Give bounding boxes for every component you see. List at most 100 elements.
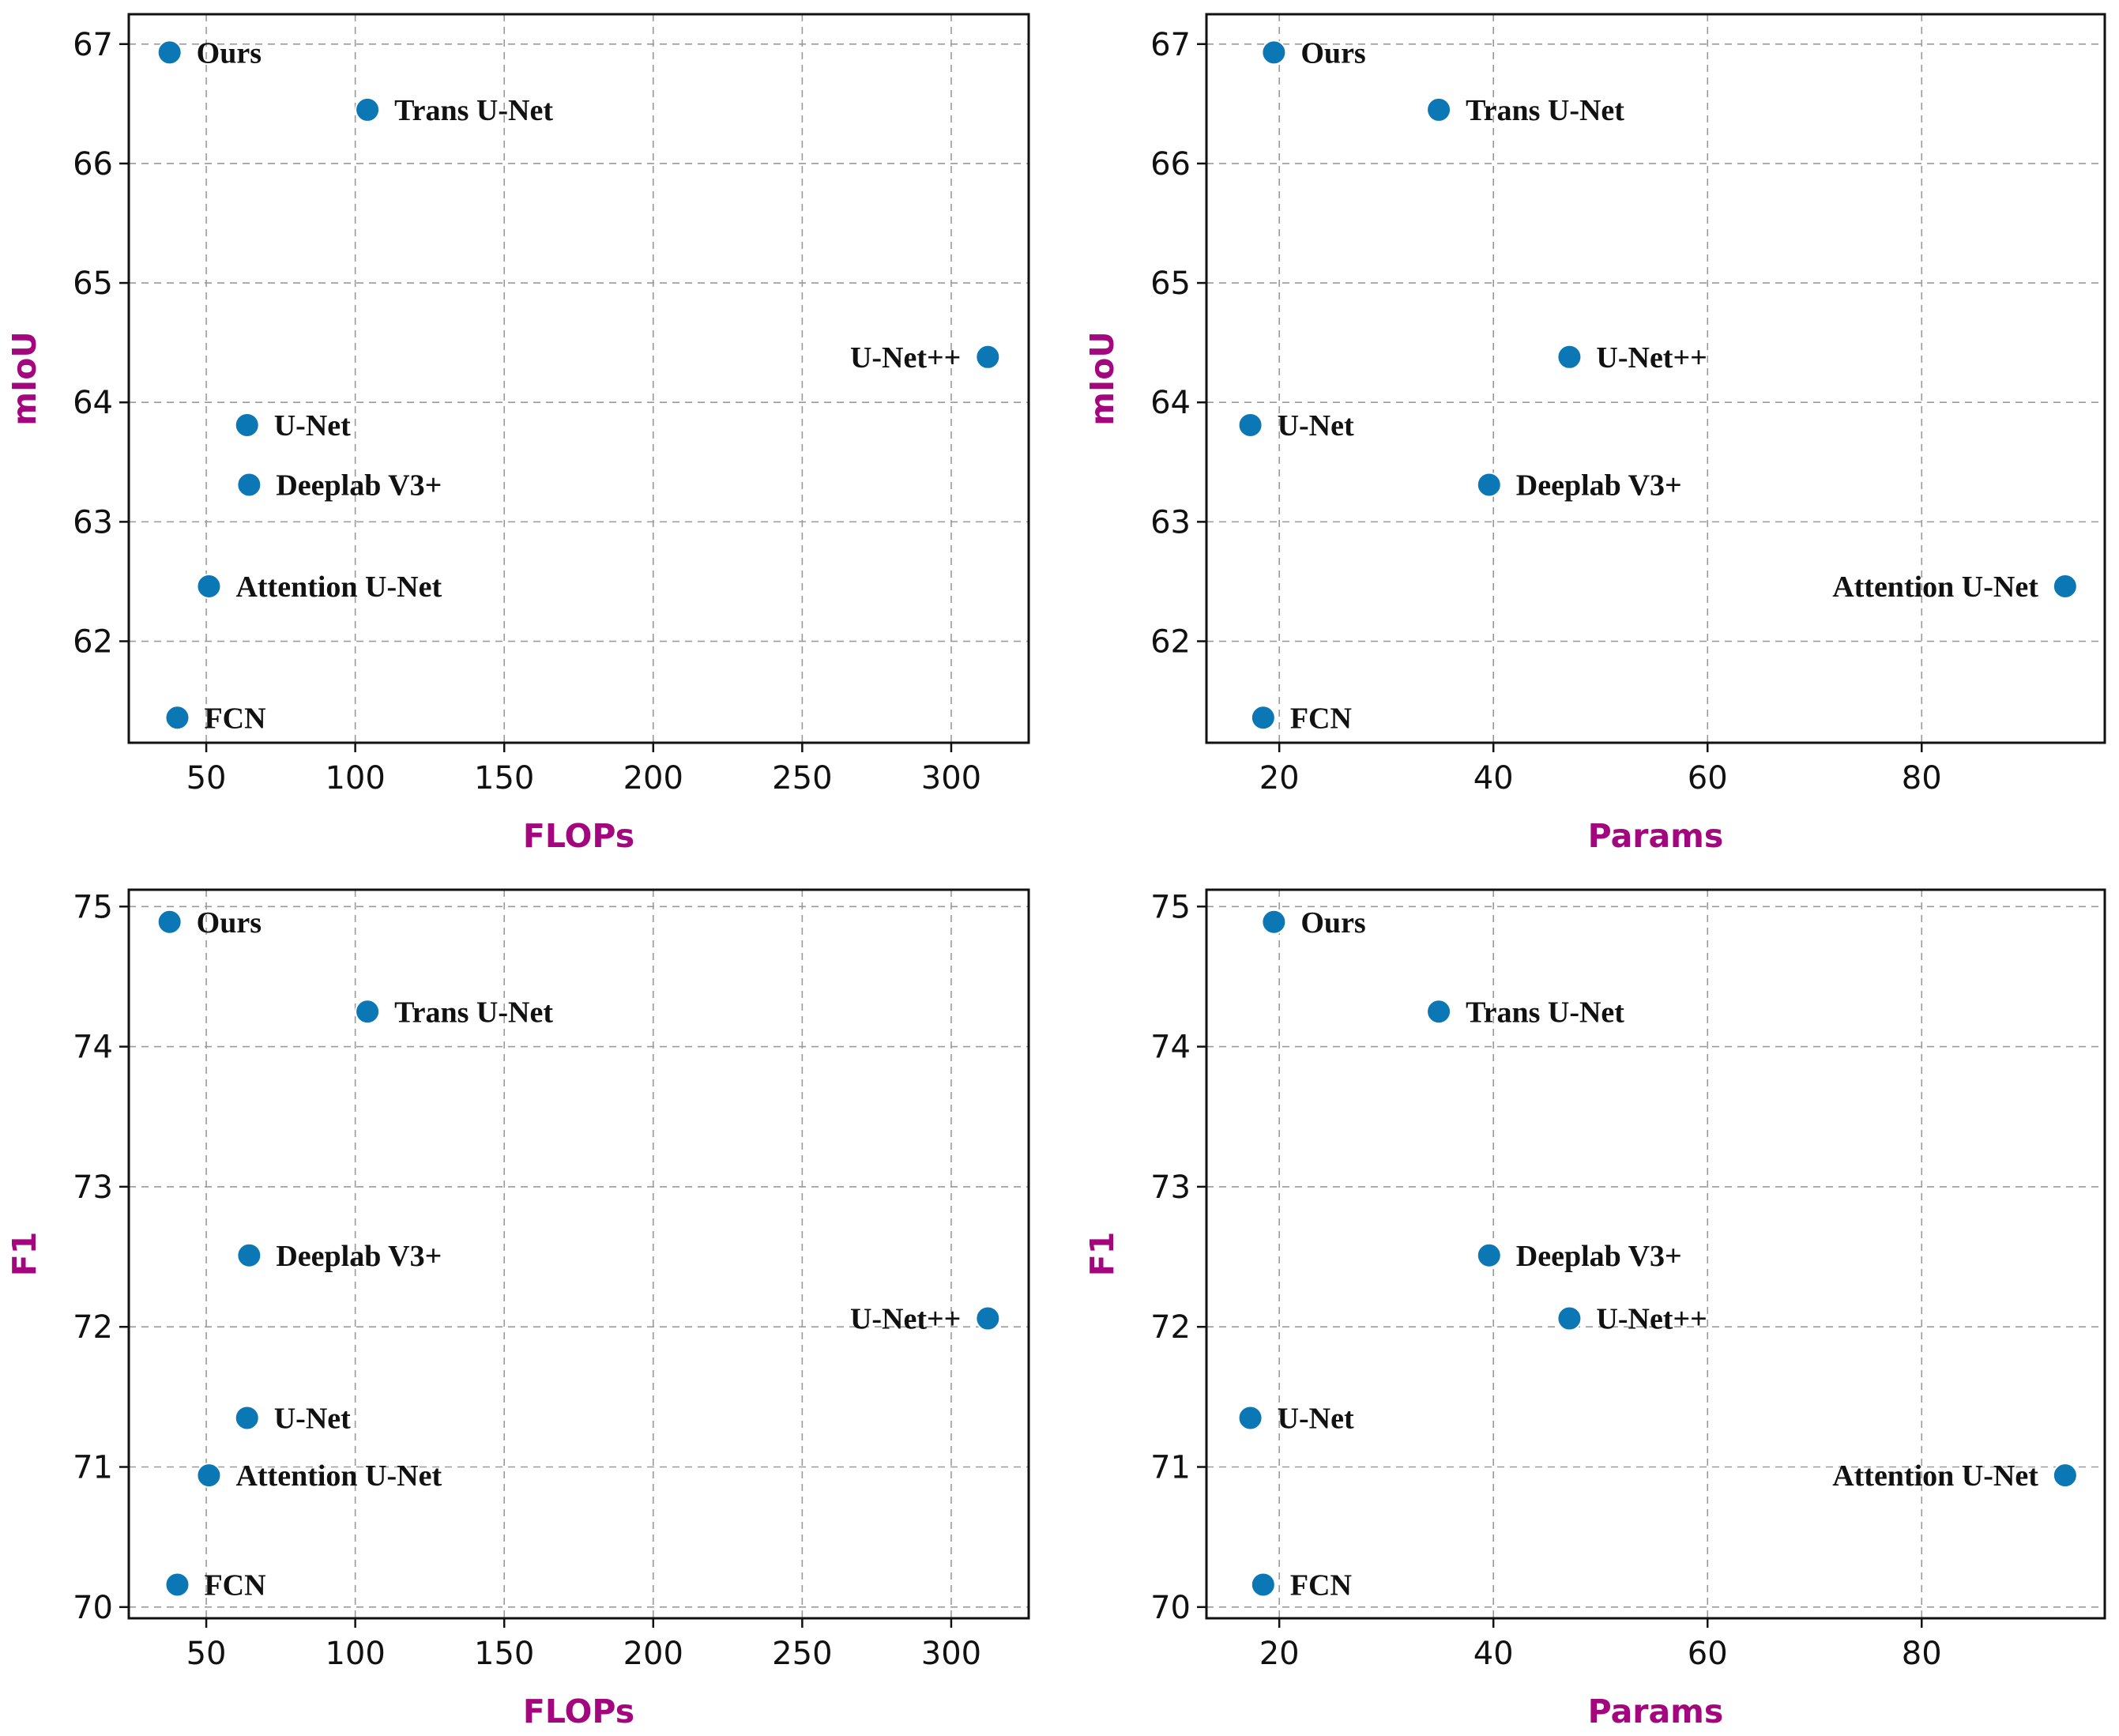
x-tick-label: 200	[623, 760, 683, 796]
y-tick-label: 75	[73, 889, 113, 925]
data-point	[2052, 573, 2078, 599]
data-point	[355, 96, 381, 122]
y-tick-label: 62	[73, 624, 113, 661]
x-tick-label: 50	[186, 760, 227, 796]
data-point	[1250, 1572, 1276, 1598]
x-tick-label: 150	[474, 760, 534, 796]
data-point-label: U-Net	[1278, 409, 1354, 442]
data-point-label: FCN	[1290, 702, 1352, 735]
y-tick-label: 67	[73, 27, 113, 63]
y-axis-label: mIoU	[1083, 331, 1121, 425]
y-tick-label: 73	[73, 1169, 113, 1206]
data-point	[1250, 705, 1276, 731]
x-tick-label: 250	[772, 760, 832, 796]
x-tick-label: 200	[623, 1636, 683, 1672]
data-point-label: FCN	[204, 1568, 265, 1602]
x-tick-label: 50	[186, 1636, 227, 1672]
plot-frame	[1205, 888, 2106, 1620]
data-point	[355, 999, 381, 1025]
y-tick-label: 63	[73, 504, 113, 540]
data-point	[1237, 412, 1263, 438]
data-point-label: Deeplab V3+	[276, 1240, 442, 1273]
data-point	[156, 40, 183, 66]
y-axis-label: F1	[1083, 1232, 1121, 1277]
y-tick-label: 65	[1150, 265, 1191, 302]
y-tick-label: 66	[1150, 146, 1191, 183]
x-tick-label: 60	[1688, 760, 1728, 796]
data-point-label: Ours	[1300, 36, 1365, 70]
y-tick-label: 63	[1150, 504, 1191, 540]
plot-frame	[127, 13, 1030, 744]
data-point-label: U-Net++	[850, 341, 961, 375]
x-tick-label: 250	[772, 1636, 832, 1672]
data-point	[236, 1242, 262, 1268]
data-point-label: Trans U-Net	[394, 94, 553, 127]
chart-panel-top-left: 50 100 150 200 250 300 62 63 64 65 66 67 FLOPs mIoU Ou…	[6, 13, 1030, 855]
chart-panel-top-right: 20 40 60 80 62 63 64 65 66 67 Params mIoU Ours Trans …	[1083, 13, 2106, 855]
x-axis-label: Params	[1588, 1693, 1724, 1730]
x-tick-label: 80	[1902, 1636, 1942, 1672]
data-point-label: FCN	[204, 702, 265, 735]
y-tick-label: 73	[1150, 1169, 1191, 1206]
data-point	[236, 472, 262, 498]
data-point-label: Attention U-Net	[235, 1459, 442, 1493]
y-tick-label: 64	[1150, 385, 1191, 421]
x-tick-label: 20	[1259, 1636, 1300, 1672]
data-point	[1476, 1242, 1502, 1268]
data-point	[196, 1463, 222, 1489]
data-point	[1261, 909, 1287, 935]
y-tick-label: 71	[73, 1450, 113, 1486]
data-point-label: U-Net	[1278, 1402, 1354, 1435]
y-axis-label: F1	[6, 1232, 43, 1277]
x-axis-label: Params	[1588, 817, 1724, 855]
data-point	[2052, 1463, 2078, 1489]
x-tick-label: 40	[1474, 760, 1514, 796]
data-point-label: Deeplab V3+	[1516, 1240, 1682, 1273]
y-tick-label: 70	[1150, 1590, 1191, 1626]
data-point-label: Deeplab V3+	[276, 469, 442, 503]
y-tick-label: 64	[73, 385, 113, 421]
plot-frame	[127, 888, 1030, 1620]
data-point	[975, 344, 1001, 370]
data-point-label: U-Net++	[1596, 341, 1707, 375]
data-point-label: Attention U-Net	[1832, 1459, 2038, 1493]
data-point	[234, 412, 260, 438]
data-point	[1237, 1405, 1263, 1431]
data-point-label: Ours	[197, 36, 262, 70]
plot-frame	[1205, 13, 2106, 744]
data-point	[234, 1405, 260, 1431]
y-tick-label: 74	[1150, 1030, 1191, 1066]
data-point	[1556, 1305, 1583, 1331]
y-tick-label: 70	[73, 1590, 113, 1626]
x-tick-label: 300	[921, 760, 981, 796]
data-point	[164, 1572, 190, 1598]
x-axis-label: FLOPs	[523, 1693, 634, 1730]
data-point	[1556, 344, 1583, 370]
y-tick-label: 65	[73, 265, 113, 302]
x-tick-label: 150	[474, 1636, 534, 1672]
data-point	[1476, 472, 1502, 498]
data-point-label: Attention U-Net	[235, 571, 442, 604]
data-point	[164, 705, 190, 731]
x-tick-label: 60	[1688, 1636, 1728, 1672]
chart-panel-bottom-left: 50 100 150 200 250 300 70 71 72 73 74 75 FLOPs F1 Ours…	[6, 888, 1030, 1730]
data-point	[1261, 40, 1287, 66]
chart-panel-bottom-right: 20 40 60 80 70 71 72 73 74 75 Params F1 Ours Trans U-…	[1083, 888, 2106, 1730]
x-tick-label: 100	[325, 760, 385, 796]
y-tick-label: 74	[73, 1030, 113, 1066]
data-point	[1426, 96, 1452, 122]
data-point-label: Attention U-Net	[1832, 571, 2038, 604]
y-axis-label: mIoU	[6, 331, 43, 425]
data-point-label: U-Net++	[1596, 1303, 1707, 1336]
data-point-label: Trans U-Net	[394, 996, 553, 1029]
data-point	[196, 573, 222, 599]
data-point-label: Deeplab V3+	[1516, 469, 1682, 503]
x-tick-label: 40	[1474, 1636, 1514, 1672]
data-point	[156, 909, 183, 935]
data-point-label: Trans U-Net	[1466, 94, 1624, 127]
data-point-label: Ours	[197, 906, 262, 940]
y-tick-label: 71	[1150, 1450, 1191, 1486]
x-tick-label: 300	[921, 1636, 981, 1672]
x-tick-label: 80	[1902, 760, 1942, 796]
